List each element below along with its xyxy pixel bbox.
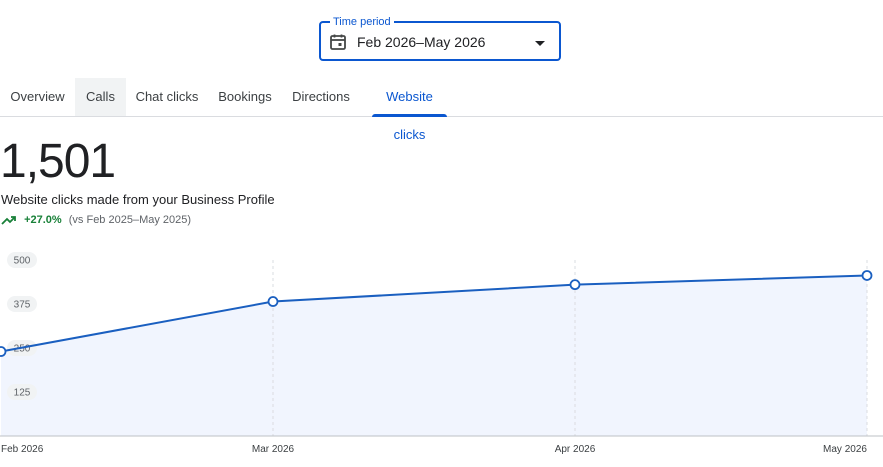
- metric-description: Website clicks made from your Business P…: [1, 192, 275, 207]
- trend-row: +27.0% (vs Feb 2025–May 2025): [1, 213, 191, 228]
- trend-change: +27.0%: [24, 214, 62, 226]
- y-tick-label: 125: [14, 388, 31, 399]
- tab-chat-clicks[interactable]: Chat clicks: [135, 89, 199, 104]
- tab-bookings[interactable]: Bookings: [218, 89, 272, 104]
- tab-calls[interactable]: Calls: [75, 78, 126, 116]
- trending-up-icon: [1, 216, 16, 225]
- time-period-label: Time period: [330, 15, 394, 29]
- data-point: [861, 270, 873, 281]
- x-tick-label: Feb 2026: [1, 444, 44, 455]
- calendar-icon: [330, 34, 346, 50]
- x-tick-label: Mar 2026: [252, 444, 295, 455]
- metric-tabs: Overview Calls Chat clicks Bookings Dire…: [0, 78, 883, 142]
- tab-overview[interactable]: Overview: [10, 89, 65, 104]
- data-point: [0, 346, 7, 357]
- dropdown-arrow-icon: [535, 41, 545, 46]
- y-tick-pill: [7, 384, 37, 400]
- series-area: [1, 275, 867, 436]
- y-tick-pill: [7, 296, 37, 312]
- y-tick-label: 500: [14, 256, 31, 267]
- x-tick-label: May 2026: [823, 444, 867, 455]
- tab-directions[interactable]: Directions: [292, 89, 350, 104]
- website-clicks-chart: 125 250 375 500 Feb 2026 Mar 2026 Apr 2026 May …: [0, 252, 883, 455]
- time-period-select[interactable]: Time period Feb 2026–May 2026: [319, 15, 561, 61]
- tab-website-clicks[interactable]: Website clicks: [372, 78, 447, 142]
- y-tick-label: 375: [14, 300, 31, 311]
- y-tick-label: 250: [14, 344, 31, 355]
- data-point: [267, 296, 279, 307]
- time-period-value: Feb 2026–May 2026: [357, 34, 486, 50]
- series-line: [0, 274, 868, 353]
- trend-comparison: (vs Feb 2025–May 2025): [68, 214, 192, 226]
- metric-total: 1,501: [0, 135, 116, 188]
- y-tick-pill: [7, 252, 37, 268]
- data-point: [569, 279, 581, 291]
- x-tick-label: Apr 2026: [555, 444, 596, 455]
